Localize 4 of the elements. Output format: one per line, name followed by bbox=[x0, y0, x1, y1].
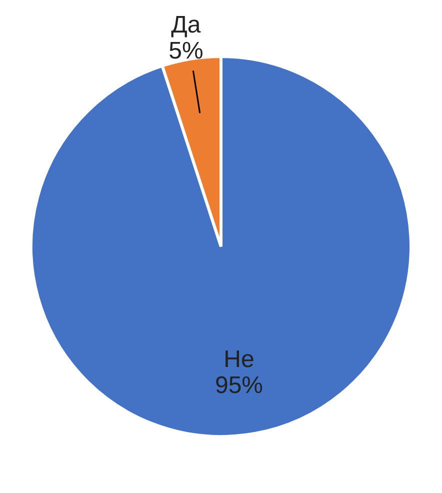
data-label: 5% bbox=[168, 37, 204, 64]
slice-label: Не bbox=[224, 346, 254, 374]
data-label: 95% bbox=[214, 372, 264, 400]
slice-label: Да bbox=[171, 11, 202, 38]
